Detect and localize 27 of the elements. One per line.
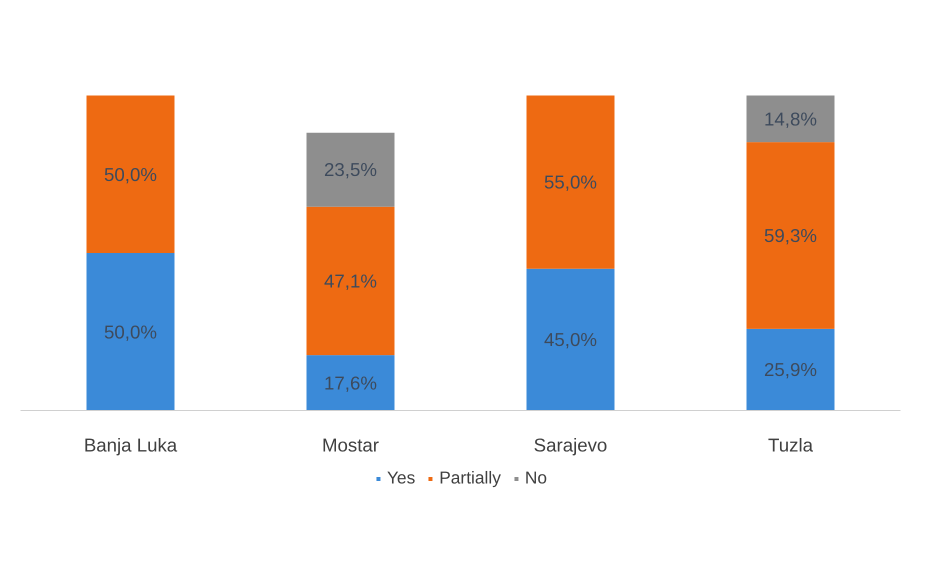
bar — [306, 206, 394, 356]
data-label: 25,9% — [764, 359, 817, 380]
bar — [526, 268, 614, 410]
data-label: 50,0% — [104, 164, 157, 185]
bar — [306, 355, 394, 410]
x-tick-label: Banja Luka — [84, 434, 178, 456]
legend-label: No — [524, 468, 548, 488]
legend-label: Yes — [386, 468, 416, 488]
bar — [526, 96, 614, 269]
bar — [746, 142, 834, 329]
data-label: 55,0% — [544, 172, 597, 193]
data-label: 17,6% — [324, 372, 377, 394]
data-label: 45,0% — [544, 329, 597, 350]
data-label: 50,0% — [104, 321, 157, 342]
bar — [746, 328, 834, 410]
data-label: 14,8% — [764, 108, 817, 130]
x-tick-label: Sarajevo — [534, 434, 608, 456]
bar — [86, 253, 174, 410]
bar — [86, 96, 174, 254]
data-label: 47,1% — [324, 270, 377, 292]
bar — [746, 96, 834, 142]
bar — [306, 132, 394, 207]
x-tick-label: Tuzla — [768, 434, 814, 456]
data-label: 23,5% — [324, 159, 377, 180]
x-tick-label: Mostar — [322, 434, 380, 456]
legend-label: Partially — [439, 468, 501, 488]
data-label: 59,3% — [764, 225, 817, 246]
